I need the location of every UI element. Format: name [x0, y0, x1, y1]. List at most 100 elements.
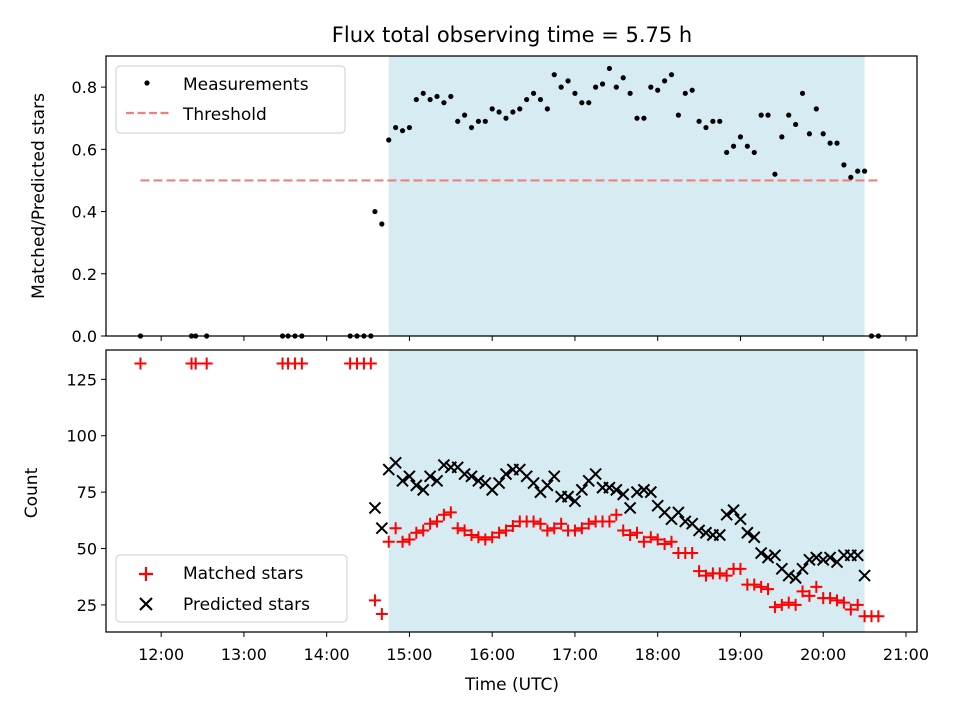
- matched-star-point: [658, 538, 671, 551]
- measurement-point: [468, 124, 475, 131]
- predicted-star-point: [699, 526, 713, 539]
- predicted-star-point: [679, 515, 692, 528]
- legend-matched-marker: [139, 567, 153, 581]
- matched-star-point: [368, 594, 381, 607]
- predicted-star-point: [768, 549, 782, 562]
- predicted-star-point: [603, 481, 616, 494]
- top-panel: 0.00.20.40.60.8 Matched/Predicted stars …: [29, 55, 918, 346]
- predicted-star-point: [623, 501, 637, 515]
- predicted-star-point: [499, 467, 513, 481]
- predicted-star-point: [527, 476, 540, 490]
- matched-star-point: [644, 531, 657, 544]
- measurement-point: [593, 84, 599, 90]
- top-y-axis-label: Matched/Predicted stars: [29, 93, 49, 299]
- bottom-x-tick-label: 13:00: [221, 645, 267, 664]
- predicted-star-point: [396, 474, 409, 488]
- bottom-y-tick-label: 50: [77, 540, 97, 559]
- matched-star-point: [417, 524, 430, 537]
- matched-star-point: [796, 585, 809, 598]
- measurement-point: [379, 221, 385, 227]
- measurement-point: [427, 96, 433, 103]
- measurement-point: [496, 109, 502, 115]
- measurement-point: [806, 131, 813, 137]
- bottom-x-tick-label: 12:00: [138, 645, 184, 664]
- bottom-y-axis-label: Count: [22, 467, 42, 518]
- predicted-star-point: [630, 485, 644, 499]
- measurement-point: [482, 118, 488, 124]
- predicted-star-point: [548, 470, 561, 483]
- top-chart-title: Flux total observing time = 5.75 h: [332, 23, 692, 47]
- measurement-point: [455, 118, 461, 124]
- predicted-star-point: [437, 458, 451, 472]
- measurement-point: [517, 106, 523, 112]
- matched-star-point: [775, 598, 788, 611]
- measurement-point: [751, 149, 757, 156]
- legend-predicted-marker: [139, 597, 153, 611]
- bottom-x-tick-label: 20:00: [800, 645, 846, 664]
- measurement-point: [599, 81, 606, 87]
- measurement-point: [462, 112, 468, 118]
- matched-star-point: [555, 517, 568, 530]
- top-shaded-span: [388, 56, 865, 336]
- bottom-marks-group: [134, 357, 885, 623]
- predicted-star-point: [796, 562, 809, 576]
- matched-star-point: [486, 531, 499, 544]
- predicted-star-point: [610, 483, 623, 497]
- measurement-point: [710, 118, 716, 124]
- measurement-point: [655, 87, 661, 93]
- measurement-point: [613, 84, 619, 90]
- matched-star-point: [541, 524, 554, 537]
- matched-star-point: [810, 580, 823, 593]
- bottom-y-tick-label: 25: [77, 596, 97, 615]
- measurement-point: [579, 100, 585, 106]
- legend-matched-label: Matched stars: [183, 564, 303, 584]
- matched-star-point: [410, 526, 423, 539]
- measurement-point: [730, 143, 737, 149]
- predicted-star-point: [389, 456, 402, 470]
- bottom-legend: Matched stars Predicted stars: [115, 554, 348, 623]
- matched-star-point: [499, 524, 512, 537]
- matched-star-point: [396, 535, 409, 548]
- matched-star-point: [789, 598, 802, 611]
- predicted-star-point: [761, 551, 775, 564]
- matched-star-point: [686, 547, 699, 560]
- measurement-point: [717, 118, 723, 124]
- bottom-legend-box: [115, 554, 348, 623]
- measurement-point: [765, 112, 771, 118]
- matched-star-point: [403, 533, 416, 546]
- measurement-point: [475, 118, 481, 124]
- measurement-point: [434, 93, 440, 100]
- bottom-y-tick-label: 75: [77, 483, 97, 502]
- matched-star-point: [762, 583, 775, 596]
- predicted-star-point: [692, 524, 706, 537]
- predicted-star-point: [423, 470, 437, 483]
- matched-star-point: [720, 569, 733, 582]
- matched-star-point: [437, 508, 450, 521]
- matched-star-point: [768, 601, 781, 614]
- top-y-tick-label: 0.2: [72, 265, 97, 284]
- bottom-x-tick-label: 15:00: [386, 645, 432, 664]
- matched-star-point: [803, 589, 816, 602]
- predicted-star-point: [617, 488, 630, 501]
- predicted-star-point: [637, 483, 651, 497]
- measurement-point: [786, 112, 792, 118]
- matched-star-point: [493, 526, 506, 539]
- bottom-x-tick-label: 17:00: [552, 645, 598, 664]
- bottom-y-tick-label: 125: [66, 370, 97, 389]
- matched-star-point: [631, 526, 644, 539]
- top-y-tick-label: 0.0: [72, 327, 97, 346]
- matched-star-point: [424, 517, 437, 530]
- matched-star-point: [506, 519, 519, 532]
- measurement-point: [448, 93, 454, 100]
- matched-star-point: [295, 357, 308, 370]
- predicted-star-point: [817, 553, 830, 567]
- matched-star-point: [617, 524, 630, 537]
- predicted-star-point: [672, 506, 685, 519]
- measurement-point: [737, 134, 744, 140]
- measurement-point: [799, 90, 806, 96]
- legend-threshold-label: Threshold: [182, 105, 267, 125]
- measurement-point: [772, 171, 778, 177]
- predicted-star-point: [403, 470, 416, 483]
- predicted-star-point: [575, 483, 589, 497]
- predicted-star-point: [589, 467, 602, 481]
